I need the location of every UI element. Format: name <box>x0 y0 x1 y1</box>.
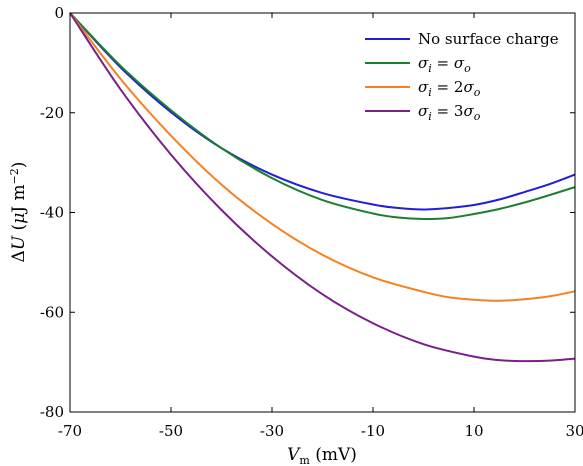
x-tick-label: 30 <box>565 422 583 440</box>
legend: No surface charge σi = σo σi = 2σo σi = … <box>365 30 559 123</box>
legend-item: No surface charge <box>365 30 559 48</box>
legend-label-sigma-3: σi = 3σo <box>418 102 481 123</box>
legend-item: σi = σo <box>365 54 471 75</box>
legend-item: σi = 2σo <box>365 78 481 99</box>
x-tick-label: 10 <box>464 422 483 440</box>
x-tick-label: -10 <box>361 422 385 440</box>
legend-label-sigma-1: σi = σo <box>418 54 471 75</box>
legend-label-no-surface-charge: No surface charge <box>418 30 559 48</box>
x-tick-label: -30 <box>260 422 284 440</box>
x-tick-label: -70 <box>58 422 82 440</box>
series-line-1 <box>69 12 576 220</box>
y-tick-label: 0 <box>54 4 64 22</box>
axis-ticks <box>69 12 576 413</box>
y-tick-label: -60 <box>40 303 64 321</box>
x-tick-label: -50 <box>159 422 183 440</box>
y-tick-label: -20 <box>40 104 64 122</box>
legend-item: σi = 3σo <box>365 102 481 123</box>
plot-lines <box>69 12 576 363</box>
tick-labels: -70 -50 -30 -10 10 30 0 -20 -40 -60 -80 <box>40 4 583 440</box>
series-line-2 <box>69 12 576 302</box>
y-axis-title: ΔU (μJ m−2) <box>8 162 29 263</box>
series-line-0 <box>69 12 576 211</box>
plot-frame <box>69 12 576 413</box>
y-tick-label: -80 <box>40 403 64 421</box>
x-axis-title: Vm (mV) <box>287 445 357 466</box>
legend-label-sigma-2: σi = 2σo <box>418 78 481 99</box>
y-tick-label: -40 <box>40 204 64 222</box>
series-line-3 <box>69 12 576 363</box>
